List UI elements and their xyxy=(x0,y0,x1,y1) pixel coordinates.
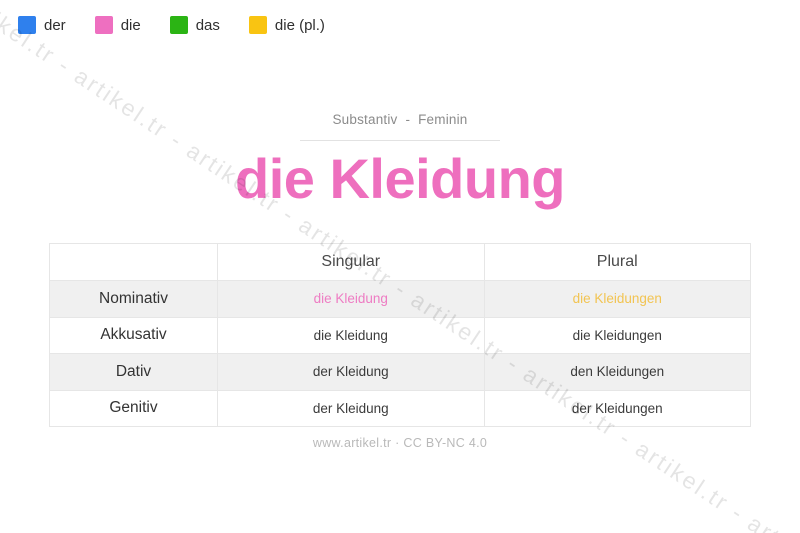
singular-column-header: Singular xyxy=(217,243,485,281)
table-row-akkusativ: Akkusativ die Kleidung die Kleidungen xyxy=(49,316,751,354)
die-plural-color-swatch xyxy=(248,16,267,34)
table-row-nominativ: Nominativ die Kleidung die Kleidungen xyxy=(49,280,751,318)
legend-item-die-plural: die (pl.) xyxy=(248,16,325,34)
page-title: die Kleidung xyxy=(235,147,566,210)
legend-label-die-plural: die (pl.) xyxy=(274,16,325,34)
article-color-legend: der die das die (pl.) xyxy=(0,0,800,34)
table-row-genitiv: Genitiv der Kleidung der Kleidungen xyxy=(49,389,751,427)
case-column-header xyxy=(49,243,218,281)
genitiv-singular-value: der Kleidung xyxy=(217,389,485,427)
legend-item-die: die xyxy=(94,16,141,34)
dativ-singular-value: der Kleidung xyxy=(217,353,485,391)
table-row-dativ: Dativ der Kleidung den Kleidungen xyxy=(49,353,751,391)
genitiv-plural-value: der Kleidungen xyxy=(483,389,751,427)
legend-item-das: das xyxy=(169,16,220,34)
legend-label-das: das xyxy=(195,16,220,34)
word-category-header: Substantiv - Feminin xyxy=(300,111,500,141)
declension-table: Singular Plural Nominativ die Kleidung d… xyxy=(49,243,751,427)
footer-attribution: www.artikel.tr · CC BY-NC 4.0 xyxy=(312,436,488,450)
plural-column-header: Plural xyxy=(483,243,751,281)
akkusativ-singular-value: die Kleidung xyxy=(217,316,485,354)
legend-label-die: die xyxy=(120,16,141,34)
case-label-akkusativ: Akkusativ xyxy=(49,316,218,354)
table-header-row: Singular Plural xyxy=(49,243,751,281)
case-label-dativ: Dativ xyxy=(49,353,218,391)
das-color-swatch xyxy=(169,16,188,34)
legend-label-der: der xyxy=(44,16,66,34)
akkusativ-plural-value: die Kleidungen xyxy=(483,316,751,354)
dativ-plural-value: den Kleidungen xyxy=(483,353,751,391)
nominativ-singular-value: die Kleidung xyxy=(217,280,485,318)
der-color-swatch xyxy=(18,16,36,34)
die-color-swatch xyxy=(94,16,113,34)
case-label-nominativ: Nominativ xyxy=(49,280,218,318)
nominativ-plural-value: die Kleidungen xyxy=(483,280,751,318)
legend-item-der: der xyxy=(18,16,66,34)
category-text: Substantiv - Feminin xyxy=(332,112,468,127)
case-label-genitiv: Genitiv xyxy=(49,389,218,427)
